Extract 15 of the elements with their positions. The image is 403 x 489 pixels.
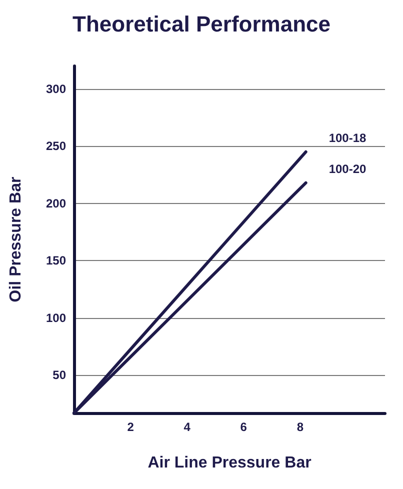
y-axis-title: Oil Pressure Bar [8, 176, 24, 302]
y-tick-label: 200 [46, 196, 66, 210]
y-tick-label: 300 [46, 82, 66, 96]
x-tick-label: 4 [184, 420, 191, 434]
text: 100-20 [328, 162, 367, 176]
text: 100-18 [328, 130, 367, 145]
y-tick-label: 150 [46, 254, 66, 268]
x-axis-title: Air Line Pressure Bar [148, 454, 312, 472]
x-tick-label: 8 [296, 420, 304, 434]
x-tick-label: 6 [240, 420, 248, 434]
x-tick-label: 2 [127, 420, 134, 434]
y-tick-label: 250 [46, 139, 66, 154]
y-tick-label: 100 [46, 310, 66, 325]
chart-title: Theoretical Performance [72, 12, 330, 36]
y-tick-label: 50 [52, 368, 66, 382]
